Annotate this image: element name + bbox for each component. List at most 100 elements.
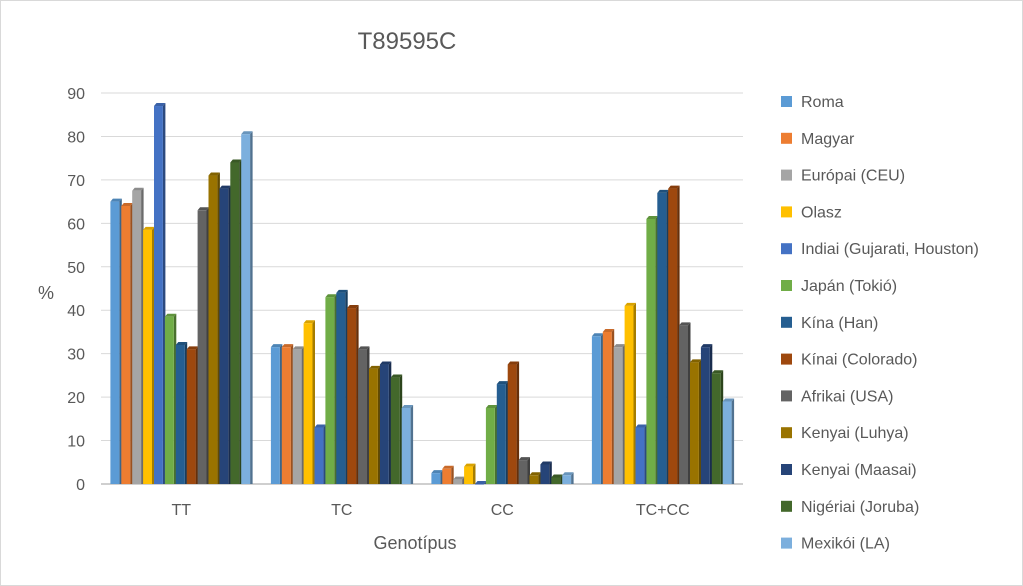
legend-item: Japán (Tokió) xyxy=(781,278,897,295)
bar-side xyxy=(250,131,253,484)
bar-top xyxy=(722,398,735,402)
bar-top xyxy=(164,313,177,317)
legend-swatch xyxy=(781,316,792,328)
legend-swatch xyxy=(781,280,792,291)
bar xyxy=(635,424,647,484)
bar-side xyxy=(228,185,231,485)
bar-front xyxy=(219,188,229,485)
bar xyxy=(442,465,454,484)
bar-side xyxy=(688,322,691,484)
bar xyxy=(292,346,305,484)
bar-side xyxy=(410,404,414,484)
bar-side xyxy=(462,476,465,484)
bar-front xyxy=(711,373,721,484)
legend-swatch xyxy=(781,132,792,144)
bar xyxy=(197,207,209,485)
legend-item: Kína (Han) xyxy=(781,315,878,332)
y-tick-label: 80 xyxy=(67,129,85,146)
bar-front xyxy=(679,325,688,484)
bar-side xyxy=(184,341,188,484)
bar-front xyxy=(551,477,561,484)
bar xyxy=(700,344,713,484)
bar xyxy=(551,474,563,484)
y-tick-label: 0 xyxy=(76,477,85,494)
bar xyxy=(496,381,509,484)
bar-side xyxy=(399,374,403,484)
bar-top xyxy=(241,131,253,135)
legend-label: Magyar xyxy=(801,131,855,148)
bar-top xyxy=(507,361,520,365)
bar-top xyxy=(270,344,283,348)
bar-side xyxy=(141,187,144,484)
bar-top xyxy=(591,333,604,337)
bar-side xyxy=(173,313,177,484)
y-tick-label: 50 xyxy=(67,260,85,277)
bar-side xyxy=(644,424,647,484)
x-axis-ticks: TT TC CC TC+CC xyxy=(171,502,689,519)
bar-side xyxy=(571,472,574,484)
bar xyxy=(154,103,166,485)
y-tick-label: 10 xyxy=(67,434,85,451)
bar xyxy=(613,344,626,484)
bar-front xyxy=(646,218,656,484)
bar-side xyxy=(527,457,530,484)
bar-top xyxy=(442,465,454,469)
bar-side xyxy=(600,333,604,484)
legend-item: Kenyai (Maasai) xyxy=(781,462,917,479)
bar xyxy=(591,333,604,484)
bar xyxy=(132,187,144,484)
bar-top xyxy=(679,322,691,326)
legend-swatch xyxy=(781,353,792,365)
bar-front xyxy=(485,407,495,484)
bar-front xyxy=(314,427,324,484)
bar xyxy=(270,344,283,484)
bar-side xyxy=(206,207,209,485)
bar-side xyxy=(451,465,454,484)
bar-top xyxy=(431,470,443,474)
bar-top xyxy=(700,344,713,348)
y-tick-label: 70 xyxy=(67,173,85,190)
x-tick-label: TC xyxy=(331,502,352,519)
bar xyxy=(657,189,669,484)
bar-top xyxy=(690,359,702,363)
bar-front xyxy=(591,336,601,484)
bar-front xyxy=(668,188,678,485)
bar xyxy=(379,361,392,484)
bar xyxy=(303,320,315,484)
bar-top xyxy=(668,185,680,189)
bar-front xyxy=(496,384,506,484)
bar-top xyxy=(369,365,381,369)
y-axis-label: % xyxy=(38,283,54,303)
bar xyxy=(336,289,348,484)
bar-side xyxy=(549,461,552,484)
legend-swatch xyxy=(781,500,792,512)
bar-side xyxy=(130,202,133,484)
bar-top xyxy=(390,374,403,378)
bar-front xyxy=(270,347,280,484)
legend-label: Mexikói (LA) xyxy=(801,536,890,553)
legend-item: Magyar xyxy=(781,131,855,148)
bar-front xyxy=(110,201,120,484)
bar xyxy=(624,302,636,484)
bar xyxy=(453,476,465,484)
bar-front xyxy=(347,308,357,484)
bar xyxy=(711,370,724,484)
bar-front xyxy=(453,479,463,484)
bar-side xyxy=(731,398,735,484)
bar-front xyxy=(132,190,142,484)
bar-front xyxy=(529,475,539,484)
legend-swatch xyxy=(781,427,792,439)
legend-label: Roma xyxy=(801,94,844,111)
bar-top xyxy=(646,215,658,219)
legend-item: Kínai (Colorado) xyxy=(781,352,918,369)
bar-top xyxy=(475,481,487,484)
bar-side xyxy=(505,381,509,484)
legend-item: Nigériai (Joruba) xyxy=(781,499,919,516)
legend-label: Kenyai (Maasai) xyxy=(801,462,917,479)
bar-front xyxy=(175,344,185,484)
legend-label: Kenyai (Luhya) xyxy=(801,425,909,442)
bar xyxy=(121,202,133,484)
bar-side xyxy=(290,344,294,484)
bar-top xyxy=(602,328,615,332)
